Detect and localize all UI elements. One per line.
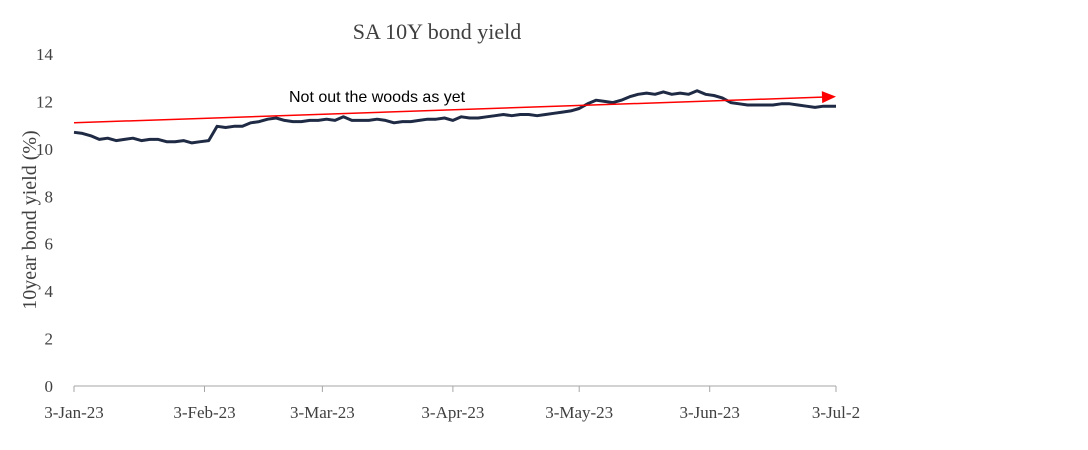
y-tick-label: 2 (45, 330, 54, 349)
plot-area (73, 89, 836, 145)
x-tick-label: 3-Jun-23 (679, 403, 739, 422)
y-tick-label: 8 (45, 187, 54, 206)
y-tick-label: 6 (45, 235, 54, 254)
trend-annotation: Not out the woods as yet (289, 89, 466, 106)
x-tick-label: 3-Apr-23 (421, 403, 484, 422)
chart-title: SA 10Y bond yield (353, 19, 521, 44)
x-tick-label: 3-Jan-23 (44, 403, 103, 422)
y-tick-label: 10 (36, 140, 53, 159)
y-tick-label: 0 (45, 377, 54, 396)
x-tick-label: 3-Mar-23 (290, 403, 355, 422)
y-tick-label: 12 (36, 92, 53, 111)
y-axis: 0 2 4 6 8 10 12 14 (36, 45, 54, 396)
y-tick-label: 4 (45, 282, 54, 301)
yield-series-line (73, 89, 836, 145)
x-axis: 3-Jan-23 3-Feb-23 3-Mar-23 3-Apr-23 3-May-23… (44, 385, 860, 422)
y-axis-label: 10year bond yield (%) (19, 130, 41, 309)
x-tick-label: 3-Feb-23 (173, 403, 235, 422)
trend-arrowhead (821, 91, 836, 104)
x-tick-label: 3-May-23 (545, 403, 613, 422)
trend-line (73, 96, 823, 124)
x-tick-label: 3-Jul-2 (812, 403, 860, 422)
y-tick-label: 14 (36, 45, 54, 64)
